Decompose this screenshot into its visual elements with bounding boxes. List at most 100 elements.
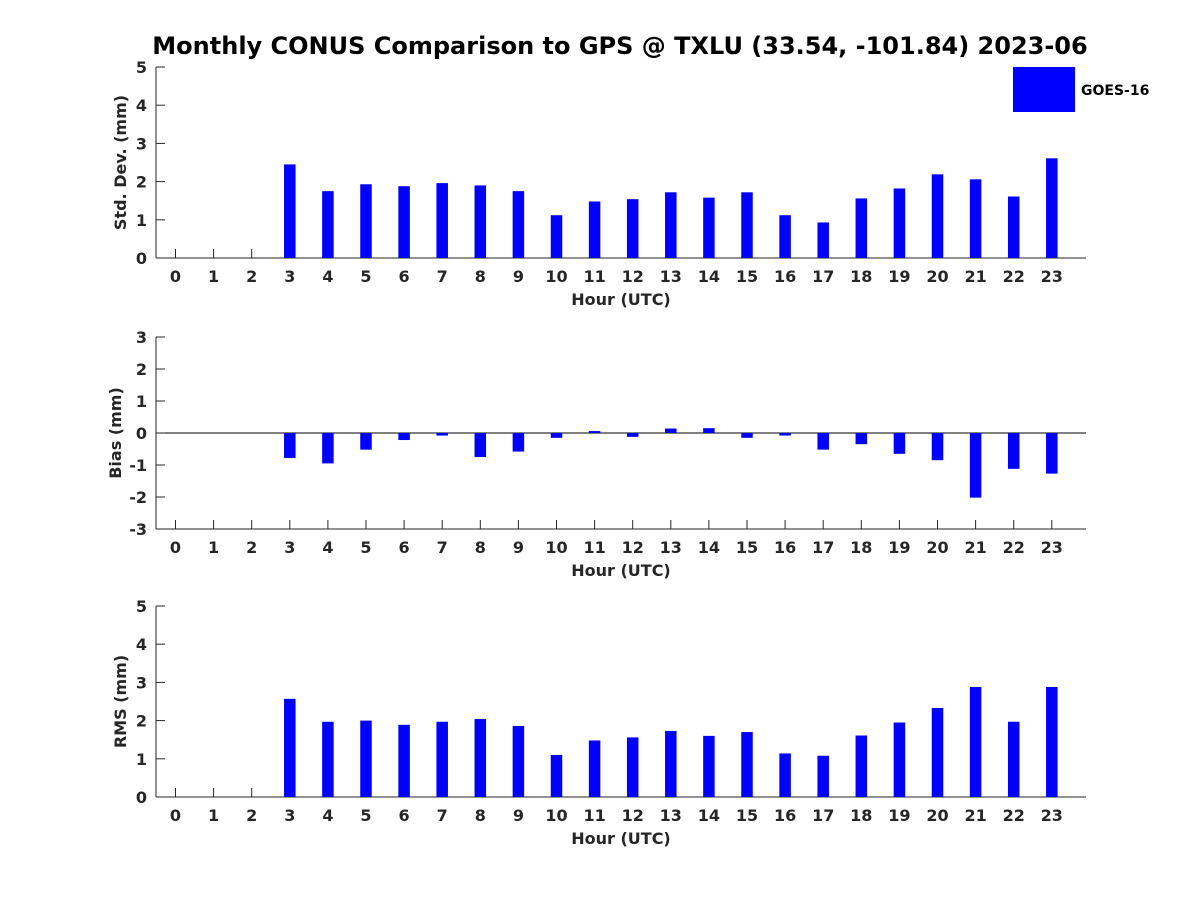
std-dev-x-tick-label: 23: [1041, 267, 1063, 286]
rms-y-tick-label: 2: [136, 712, 147, 731]
rms-bar: [474, 719, 487, 797]
legend: GOES-16: [1013, 67, 1149, 112]
bias-bar: [284, 433, 296, 458]
rms-x-tick-label: 8: [475, 806, 486, 825]
std-dev-bar: [360, 184, 372, 258]
bias-x-tick-label: 11: [583, 538, 605, 557]
rms-bar: [931, 707, 944, 797]
bias-y-axis-label: Bias (mm): [106, 387, 125, 479]
bias-x-axis-label: Hour (UTC): [571, 561, 671, 580]
rms-x-tick-label: 23: [1041, 806, 1063, 825]
bias-x-tick-label: 2: [246, 538, 257, 557]
std-dev-x-tick-label: 19: [888, 267, 910, 286]
rms-x-tick-label: 2: [246, 806, 257, 825]
rms-x-tick-label: 11: [583, 806, 605, 825]
rms-x-tick-label: 21: [964, 806, 986, 825]
bias-x-tick-label: 4: [322, 538, 333, 557]
std-dev-bar: [284, 164, 296, 258]
std-dev-x-tick-label: 11: [583, 267, 605, 286]
std-dev-x-tick-label: 15: [736, 267, 758, 286]
rms-bar: [322, 721, 334, 797]
std-dev-x-tick-label: 8: [475, 267, 486, 286]
rms-y-tick-label: 0: [136, 788, 147, 807]
rms-bar: [626, 737, 639, 797]
bias-x-tick-label: 21: [964, 538, 986, 557]
rms-bar: [1046, 686, 1058, 797]
std-dev-bar: [512, 191, 525, 258]
rms-x-tick-label: 14: [698, 806, 720, 825]
rms-bar: [969, 686, 982, 797]
std-dev-bar: [322, 191, 334, 258]
std-dev-y-tick-label: 1: [136, 211, 147, 230]
legend-label: GOES-16: [1081, 83, 1149, 99]
rms-bar: [436, 721, 448, 797]
std-dev-bar: [550, 215, 563, 258]
std-dev-x-tick-label: 12: [622, 267, 644, 286]
rms-bar: [893, 722, 906, 797]
std-dev-y-tick-label: 3: [136, 134, 147, 153]
std-dev-bar: [779, 215, 791, 258]
bias-bar: [817, 433, 829, 450]
std-dev-x-tick-label: 0: [170, 267, 181, 286]
bias-x-tick-label: 15: [736, 538, 758, 557]
std-dev-bar: [398, 186, 410, 258]
std-dev-bar: [703, 197, 715, 258]
rms-bar: [284, 698, 296, 797]
std-dev-y-tick-label: 5: [136, 58, 147, 77]
rms-x-tick-label: 9: [513, 806, 524, 825]
bias-y-tick-label: 0: [136, 424, 147, 443]
rms-x-tick-label: 15: [736, 806, 758, 825]
bias-x-tick-label: 1: [208, 538, 219, 557]
rms-x-tick-label: 18: [850, 806, 872, 825]
bias-bar: [322, 433, 334, 464]
bias-bar: [741, 433, 753, 438]
rms-bar: [512, 725, 525, 797]
std-dev-bar: [588, 201, 601, 258]
std-dev-x-tick-label: 10: [545, 267, 567, 286]
rms-y-tick-label: 4: [136, 635, 147, 654]
rms-x-tick-label: 19: [888, 806, 910, 825]
std-dev-bar: [741, 192, 753, 258]
rms-x-tick-label: 16: [774, 806, 796, 825]
bias-bar: [703, 428, 715, 433]
rms-bar: [1007, 721, 1020, 797]
std-dev-bar: [665, 192, 677, 258]
rms-bar: [665, 730, 677, 797]
bias-bar: [969, 433, 982, 498]
bias-x-tick-label: 8: [475, 538, 486, 557]
rms-x-tick-label: 0: [170, 806, 181, 825]
std-dev-x-tick-label: 16: [774, 267, 796, 286]
rms-bar: [741, 732, 753, 797]
std-dev-x-tick-label: 18: [850, 267, 872, 286]
bias-y-tick-label: -3: [129, 520, 147, 539]
rms-x-tick-label: 7: [437, 806, 448, 825]
bias-x-tick-label: 0: [170, 538, 181, 557]
legend-swatch: [1013, 67, 1075, 112]
rms-bar: [703, 735, 715, 797]
std-dev-bar: [969, 179, 982, 258]
std-dev-x-axis-label: Hour (UTC): [571, 290, 671, 309]
rms-y-axis-label: RMS (mm): [111, 655, 130, 748]
rms-bar: [398, 724, 410, 797]
std-dev-x-tick-label: 3: [284, 267, 295, 286]
bias-x-tick-label: 19: [888, 538, 910, 557]
std-dev-bar: [474, 185, 487, 258]
rms-y-tick-label: 3: [136, 673, 147, 692]
std-dev-x-tick-label: 13: [660, 267, 682, 286]
std-dev-x-tick-label: 4: [322, 267, 333, 286]
std-dev-x-tick-label: 2: [246, 267, 257, 286]
bias-x-tick-label: 18: [850, 538, 872, 557]
std-dev-y-axis-label: Std. Dev. (mm): [111, 95, 130, 230]
bias-x-tick-label: 3: [284, 538, 295, 557]
bias-x-tick-label: 13: [660, 538, 682, 557]
bias-y-tick-label: -2: [129, 488, 147, 507]
std-dev-x-tick-label: 17: [812, 267, 834, 286]
std-dev-bar: [1007, 196, 1020, 258]
bias-bar: [1046, 433, 1058, 474]
rms-x-tick-label: 20: [926, 806, 948, 825]
std-dev-y-tick-label: 0: [136, 249, 147, 268]
rms-x-tick-label: 12: [622, 806, 644, 825]
rms-x-tick-label: 10: [545, 806, 567, 825]
rms-x-tick-label: 17: [812, 806, 834, 825]
